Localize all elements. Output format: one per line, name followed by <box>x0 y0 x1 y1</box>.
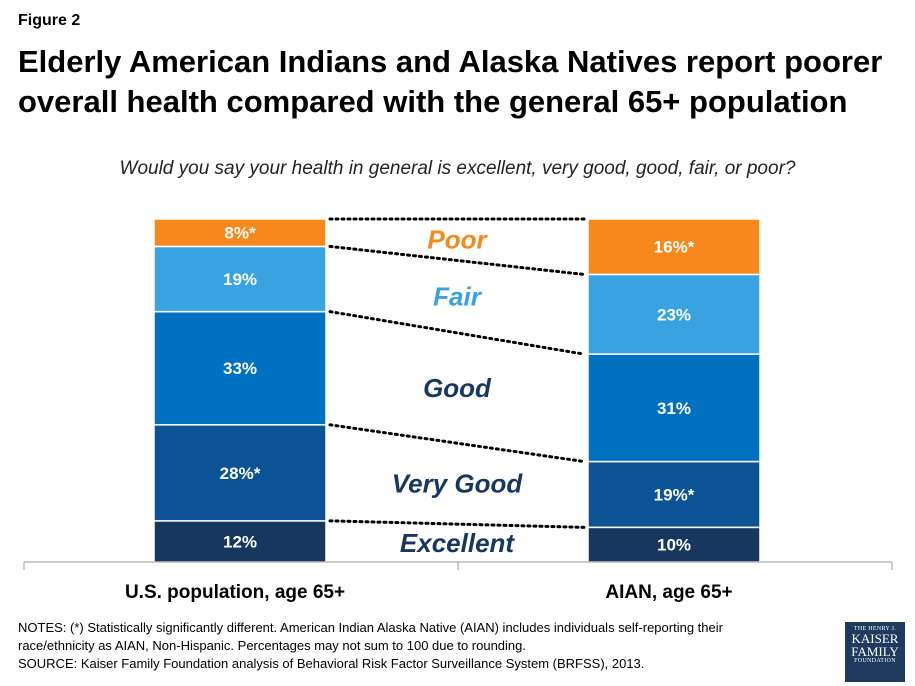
bar-fair-1 <box>587 273 761 355</box>
series-labels: Excellent Very Good Good Fair Poor <box>392 225 524 558</box>
bar-very-good-0 <box>153 424 327 522</box>
value-label-very-good-1: 19%* <box>654 485 695 504</box>
bar-very-good-1 <box>587 460 761 529</box>
value-label-excellent-1: 10% <box>657 536 691 555</box>
stacked-bar-chart: 12% 28%* 33% 19% 8%* 10% 19%* 31% 23% 16%* Excell… <box>23 217 893 603</box>
series-label-poor: Poor <box>427 225 488 255</box>
category-label-0: U.S. population, age 65+ <box>125 582 345 603</box>
connector-line-2 <box>328 423 586 464</box>
bar-excellent-1 <box>587 526 761 563</box>
value-label-good-0: 33% <box>223 359 257 378</box>
series-label-very-good: Very Good <box>392 469 524 499</box>
figure-label: Figure 2 <box>18 12 81 29</box>
value-label-very-good-0: 28%* <box>220 464 261 483</box>
value-label-fair-1: 23% <box>657 305 691 324</box>
x-axis: U.S. population, age 65+ AIAN, age 65+ <box>23 561 893 603</box>
bar-good-1 <box>587 353 761 463</box>
value-label-good-1: 31% <box>657 399 691 418</box>
connector-line-4 <box>328 244 586 276</box>
value-label-excellent-0: 12% <box>223 532 257 551</box>
logo-line-1: THE HENRY J. <box>853 626 897 632</box>
bar-value-labels: 12% 28%* 33% 19% 8%* 10% 19%* 31% 23% 16%* <box>220 224 695 555</box>
bar-poor-0 <box>153 218 327 248</box>
bar-good-0 <box>153 310 327 426</box>
logo-line-2: KAISER <box>851 631 899 646</box>
series-label-good: Good <box>423 373 492 403</box>
notes-line-1: NOTES: (*) Statistically significantly d… <box>18 620 723 635</box>
connector-line-1 <box>328 519 586 529</box>
logo-line-4: FOUNDATION <box>854 658 896 664</box>
chart-subtitle: Would you say your health in general is … <box>119 158 796 179</box>
connector-lines <box>328 217 586 529</box>
bar-fair-0 <box>153 245 327 313</box>
connector-line-3 <box>328 310 586 356</box>
notes-line-2: race/ethnicity as AIAN, Non-Hispanic. Pe… <box>18 638 526 653</box>
value-label-poor-1: 16%* <box>654 238 695 257</box>
value-label-poor-0: 8%* <box>224 224 256 243</box>
bar-poor-1 <box>587 218 761 276</box>
logo-line-3: FAMILY <box>851 644 899 659</box>
value-label-fair-0: 19% <box>223 270 257 289</box>
chart-title: Elderly American Indians and Alaska Nati… <box>18 44 883 119</box>
kff-logo: THE HENRY J. KAISER FAMILY FOUNDATION <box>845 622 905 682</box>
bars <box>153 218 761 563</box>
source-line: SOURCE: Kaiser Family Foundation analysi… <box>18 656 645 671</box>
category-label-1: AIAN, age 65+ <box>605 582 732 603</box>
notes: NOTES: (*) Statistically significantly d… <box>18 619 818 673</box>
series-label-fair: Fair <box>433 282 483 312</box>
series-label-excellent: Excellent <box>400 528 516 558</box>
